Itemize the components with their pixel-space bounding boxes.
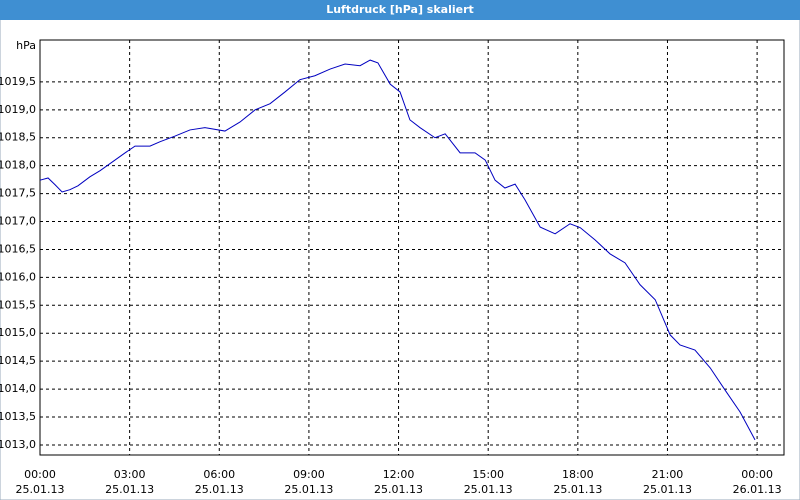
y-tick-label: 1017,5 [0, 187, 36, 200]
x-tick-label: 12:00 [383, 468, 415, 481]
y-tick-label: 1018,5 [0, 131, 36, 144]
chart-title: Luftdruck [hPa] skaliert [326, 3, 474, 16]
y-tick-label: 1016,5 [0, 242, 36, 255]
x-tick-date: 25.01.13 [553, 483, 602, 496]
x-tick-label: 09:00 [293, 468, 325, 481]
y-tick-label: 1013,0 [0, 438, 36, 451]
y-tick-label: 1014,0 [0, 382, 36, 395]
data-line [39, 59, 756, 441]
x-tick-date: 26.01.13 [733, 483, 782, 496]
y-unit: hPa [16, 39, 36, 52]
x-tick-date: 25.01.13 [643, 483, 692, 496]
title-bar [0, 0, 800, 20]
x-tick-label: 18:00 [562, 468, 594, 481]
x-tick-date: 25.01.13 [374, 483, 423, 496]
x-tick-label: 06:00 [203, 468, 235, 481]
x-tick-date: 25.01.13 [105, 483, 154, 496]
y-tick-label: 1017,0 [0, 215, 36, 228]
y-tick-label: 1016,0 [0, 270, 36, 283]
y-tick-label: 1013,5 [0, 410, 36, 423]
plot-area [39, 39, 785, 456]
y-tick-label: 1019,0 [0, 103, 36, 116]
x-tick-date: 25.01.13 [16, 483, 65, 496]
x-tick-date: 25.01.13 [195, 483, 244, 496]
y-tick-label: 1018,0 [0, 159, 36, 172]
y-tick-label: 1014,5 [0, 354, 36, 367]
y-tick-label: 1019,5 [0, 75, 36, 88]
x-tick-label: 00:00 [741, 468, 773, 481]
y-tick-label: 1015,0 [0, 326, 36, 339]
y-tick-label: 1015,5 [0, 298, 36, 311]
x-tick-label: 00:00 [24, 468, 56, 481]
x-tick-date: 25.01.13 [464, 483, 513, 496]
x-tick-label: 03:00 [114, 468, 146, 481]
x-tick-label: 21:00 [652, 468, 684, 481]
x-tick-label: 15:00 [472, 468, 504, 481]
x-tick-date: 25.01.13 [284, 483, 333, 496]
